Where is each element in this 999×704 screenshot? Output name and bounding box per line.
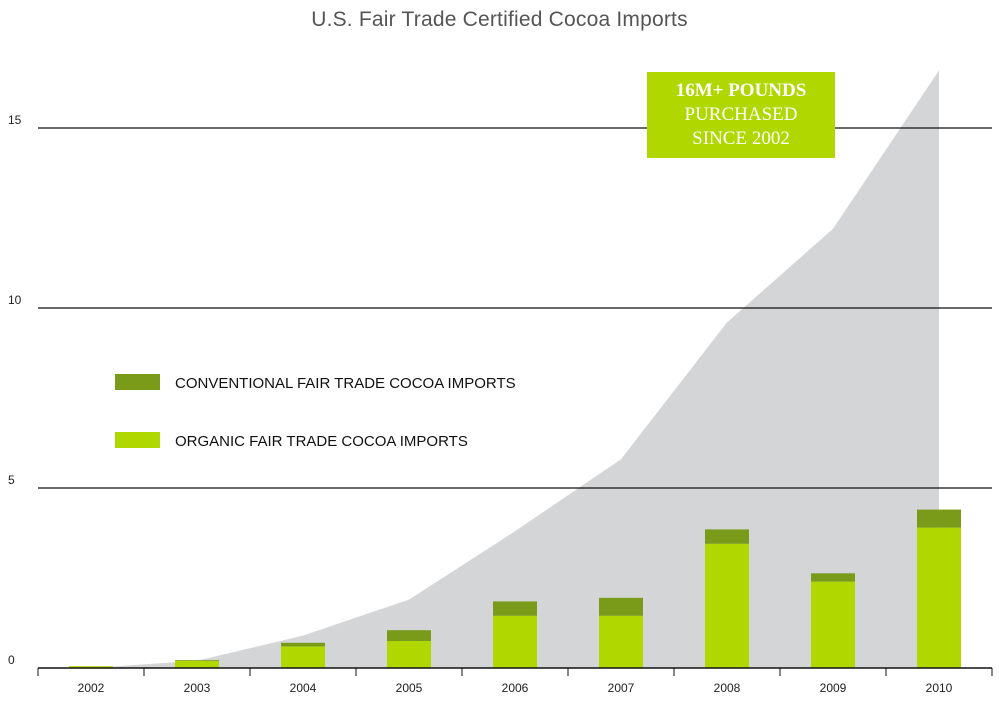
total-purchased-callout: 16M+ POUNDS PURCHASED SINCE 2002 xyxy=(647,72,835,158)
x-tick-label-2010: 2010 xyxy=(926,681,953,695)
bar-organic-2006 xyxy=(493,615,537,668)
bar-organic-2010 xyxy=(917,527,961,668)
callout-line-1: 16M+ POUNDS xyxy=(675,80,807,101)
bar-conventional-2009 xyxy=(811,573,855,582)
y-tick-label: 10 xyxy=(8,293,22,307)
bar-organic-2003 xyxy=(175,660,219,668)
y-tick-label: 5 xyxy=(8,473,15,487)
bar-conventional-2008 xyxy=(705,529,749,544)
bar-organic-2004 xyxy=(281,646,325,668)
bar-conventional-2007 xyxy=(599,597,643,616)
x-tick-label-2005: 2005 xyxy=(396,681,423,695)
bar-organic-2008 xyxy=(705,543,749,668)
bar-organic-2007 xyxy=(599,615,643,668)
x-tick-label-2007: 2007 xyxy=(608,681,635,695)
x-tick-label-2003: 2003 xyxy=(184,681,211,695)
x-tick-label-2008: 2008 xyxy=(714,681,741,695)
legend-swatch-organic xyxy=(115,432,160,448)
bar-organic-2009 xyxy=(811,581,855,668)
y-tick-label: 0 xyxy=(8,653,15,667)
cumulative-area-layer xyxy=(91,70,939,668)
chart-title: U.S. Fair Trade Certified Cocoa Imports xyxy=(311,8,688,31)
x-tick-label-2009: 2009 xyxy=(820,681,847,695)
bar-organic-2005 xyxy=(387,641,431,668)
legend-label-organic: ORGANIC FAIR TRADE COCOA IMPORTS xyxy=(175,433,468,450)
legend-swatch-conventional xyxy=(115,374,160,390)
bar-conventional-2005 xyxy=(387,630,431,641)
bar-organic-2002 xyxy=(69,666,113,668)
bar-conventional-2003 xyxy=(175,660,219,661)
x-tick-label-2002: 2002 xyxy=(78,681,105,695)
bar-conventional-2010 xyxy=(917,509,961,528)
bars xyxy=(69,509,961,668)
y-tick-label: 15 xyxy=(8,113,22,127)
x-tick-label-2006: 2006 xyxy=(502,681,529,695)
bar-conventional-2004 xyxy=(281,642,325,647)
callout-line-2: PURCHASED xyxy=(684,104,798,125)
legend-label-conventional: CONVENTIONAL FAIR TRADE COCOA IMPORTS xyxy=(175,375,516,392)
x-tick-label-2004: 2004 xyxy=(290,681,317,695)
legend: CONVENTIONAL FAIR TRADE COCOA IMPORTS OR… xyxy=(115,374,516,450)
bar-conventional-2006 xyxy=(493,601,537,616)
cumulative-area xyxy=(91,70,939,668)
axes: 0 5 10 15 2002 2003 2004 2005 2006 2007 2008 2009 20… xyxy=(8,113,993,695)
callout-line-3: SINCE 2002 xyxy=(692,128,790,149)
